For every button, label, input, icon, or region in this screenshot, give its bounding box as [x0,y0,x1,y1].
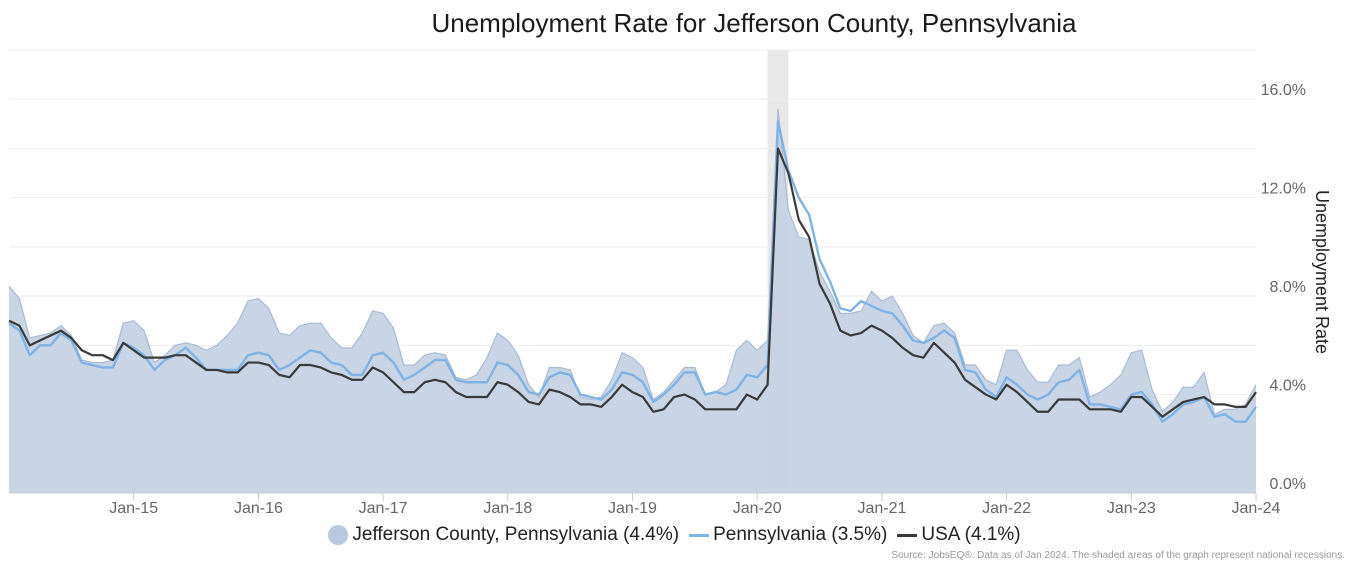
legend-label-usa: USA (4.1%) [921,524,1021,545]
x-tick-label: Jan-21 [857,500,906,517]
area-series-layer [8,109,1257,493]
legend-item-usa[interactable]: USA (4.1%) [897,524,1021,546]
x-tick-label: Jan-19 [608,500,657,517]
series-jefferson-area[interactable] [9,109,1256,493]
chart-title: Unemployment Rate for Jefferson County, … [431,8,1077,38]
legend-item-pennsylvania[interactable]: Pennsylvania (3.5%) [689,524,887,546]
axis-layer: Jan-15 Jan-16 Jan-17 Jan-18 Jan-19 Jan-20 Jan-… [9,82,1332,517]
series-jefferson-outline [8,109,1257,416]
legend-label-pennsylvania: Pennsylvania (3.5%) [713,524,888,545]
x-tick-label: Jan-16 [234,500,283,517]
y-axis-label: Unemployment Rate [1312,190,1332,354]
series-usa-line[interactable] [8,147,1257,418]
x-tick-label: Jan-17 [359,500,408,517]
source-note: Source: JobsEQ®. Data as of Jan 2024. Th… [891,550,1345,561]
legend-item-jefferson[interactable]: Jefferson County, Pennsylvania (4.4%) [328,524,679,546]
legend-swatch-line-icon [897,533,918,537]
x-tick-label: Jan-18 [483,500,532,517]
x-tick-label: Jan-20 [733,500,782,517]
line-series-layer [8,120,1257,423]
x-tick-label: Jan-23 [1107,500,1156,517]
x-tick-label: Jan-24 [1232,500,1281,517]
legend-swatch-area-icon [328,525,349,545]
legend: Jefferson County, Pennsylvania (4.4%) Pe… [0,524,1349,546]
y-tick-label: 8.0% [1270,279,1306,296]
y-tick-label: 12.0% [1261,181,1306,198]
legend-swatch-line-icon [689,533,710,537]
y-tick-label: 16.0% [1261,82,1306,99]
x-tick-label: Jan-15 [109,500,158,517]
y-tick-label: 0.0% [1270,476,1306,493]
x-tick-label: Jan-22 [982,500,1031,517]
y-tick-label: 4.0% [1270,378,1306,395]
legend-label-jefferson: Jefferson County, Pennsylvania (4.4%) [352,524,680,545]
